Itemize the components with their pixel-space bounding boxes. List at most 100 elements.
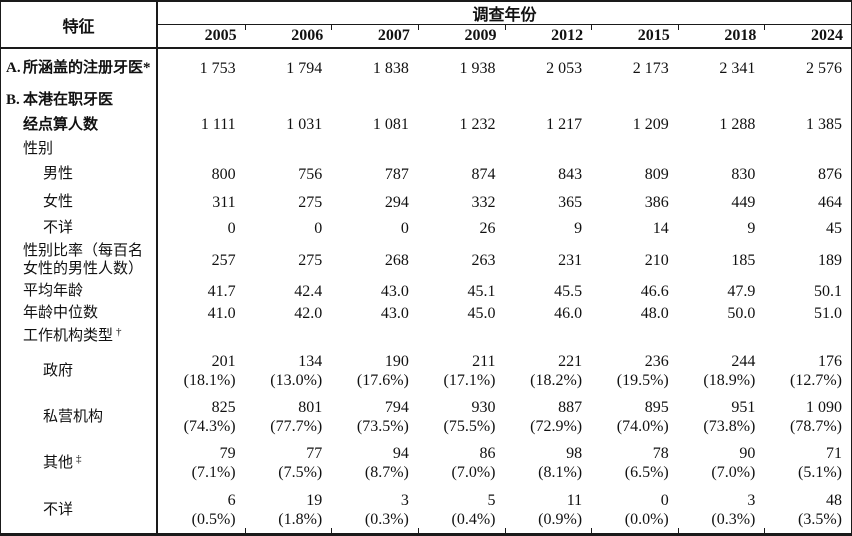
percent-value: (5.1%) (798, 464, 842, 481)
count-value: 464 (818, 193, 842, 211)
value-cell: 9 (678, 216, 765, 240)
count-value: 0 (227, 219, 236, 237)
count-value: 2 053 (546, 59, 583, 77)
row-label: 不详 (1, 486, 158, 533)
count-value: 42.0 (294, 304, 323, 322)
value-cell: 386 (591, 188, 678, 216)
year-header: 2024 (764, 25, 851, 49)
value-cell: 843 (505, 160, 592, 188)
count-value: 231 (558, 251, 583, 269)
value-cell: 51.0 (764, 302, 851, 324)
column-tick (591, 25, 593, 30)
count-value: 1 209 (632, 116, 669, 133)
survey-year-group-header: 调查年份 (158, 2, 851, 25)
value-cell: 231 (505, 240, 592, 280)
count-value: 45.1 (467, 282, 496, 300)
count-value: 47.9 (727, 282, 756, 300)
year-header: 2007 (331, 25, 418, 49)
value-cell: 50.1 (764, 280, 851, 302)
value-cell: 294 (331, 188, 418, 216)
count-value: 895 (644, 399, 669, 416)
value-cell: 1 081 (331, 112, 418, 137)
percent-value: (8.1%) (538, 464, 583, 481)
percent-value: (7.5%) (278, 464, 323, 481)
count-value: 190 (384, 352, 409, 370)
column-tick (417, 528, 419, 533)
count-value: 90 (739, 445, 756, 462)
value-cell: 1 090 (78.7%) (764, 394, 851, 440)
count-value: 294 (384, 193, 409, 211)
value-cell: 756 (245, 160, 332, 188)
percent-value: (8.7%) (364, 464, 409, 481)
value-cell: 311 (158, 188, 245, 216)
value-cell: 930 (75.5%) (418, 394, 505, 440)
value-cell: 176 (12.7%) (764, 347, 851, 394)
value-cell: 42.4 (245, 280, 332, 302)
percent-value: (13.0%) (270, 371, 323, 389)
percent-value: (7.0%) (451, 464, 496, 481)
count-value: 386 (644, 193, 669, 211)
value-cell: 78 (6.5%) (591, 440, 678, 486)
value-cell: 464 (764, 188, 851, 216)
value-cell: 41.7 (158, 280, 245, 302)
row-label: 男性 (1, 160, 158, 188)
count-value: 221 (558, 352, 583, 370)
percent-value: (78.7%) (790, 418, 842, 435)
value-cell: 90 (7.0%) (678, 440, 765, 486)
value-cell: 449 (678, 188, 765, 216)
count-value: 11 (566, 491, 583, 509)
row-label: 工作机构类型 † (1, 324, 158, 347)
value-cell: 210 (591, 240, 678, 280)
value-cell: 0 (331, 216, 418, 240)
value-cell: 365 (505, 188, 592, 216)
count-value: 5 (487, 491, 496, 509)
value-cell: 46.0 (505, 302, 592, 324)
value-cell: 1 838 (331, 49, 418, 87)
year-header: 2015 (591, 25, 678, 49)
value-cell: 5 (0.4%) (418, 486, 505, 533)
year-header: 2012 (504, 25, 592, 49)
percent-value: (17.6%) (356, 371, 409, 389)
value-cell: 1 753 (158, 49, 245, 87)
count-value: 50.1 (814, 282, 842, 300)
row-label: B. 本港在职牙医 (1, 87, 158, 112)
count-value: 887 (558, 399, 583, 416)
row-label: 平均年龄 (1, 280, 158, 302)
count-value: 9 (747, 219, 756, 237)
percent-value: (73.5%) (356, 418, 409, 435)
value-cell: 79 (7.1%) (158, 440, 245, 486)
column-tick (244, 25, 246, 30)
value-cell: 48.0 (591, 302, 678, 324)
count-value: 201 (211, 352, 236, 370)
count-value: 176 (818, 352, 842, 370)
value-cell: 794 (73.5%) (331, 394, 418, 440)
count-value: 41.0 (207, 304, 236, 322)
count-value: 77 (306, 445, 323, 462)
value-cell: 0 (245, 216, 332, 240)
count-value: 41.7 (207, 282, 236, 300)
value-cell: 332 (418, 188, 505, 216)
column-tick (677, 25, 679, 30)
value-cell: 45.0 (418, 302, 505, 324)
value-cell: 47.9 (678, 280, 765, 302)
value-cell: 1 031 (245, 112, 332, 137)
value-cell: 45.1 (418, 280, 505, 302)
value-cell: 263 (418, 240, 505, 280)
value-cell: 876 (764, 160, 851, 188)
percent-value: (0.3%) (711, 510, 756, 528)
count-value: 257 (211, 251, 236, 269)
column-tick (677, 528, 679, 533)
value-cell: 134 (13.0%) (245, 347, 332, 394)
count-value: 1 794 (286, 59, 323, 77)
value-cell: 45.5 (505, 280, 592, 302)
count-value: 801 (298, 399, 323, 416)
count-value: 134 (298, 352, 323, 370)
value-cell: 3 (0.3%) (678, 486, 765, 533)
percent-value: (17.1%) (443, 371, 496, 389)
value-cell: 9 (505, 216, 592, 240)
count-value: 365 (558, 193, 583, 211)
count-value: 1 232 (459, 116, 496, 133)
count-value: 787 (384, 165, 409, 183)
count-value: 311 (212, 193, 236, 211)
